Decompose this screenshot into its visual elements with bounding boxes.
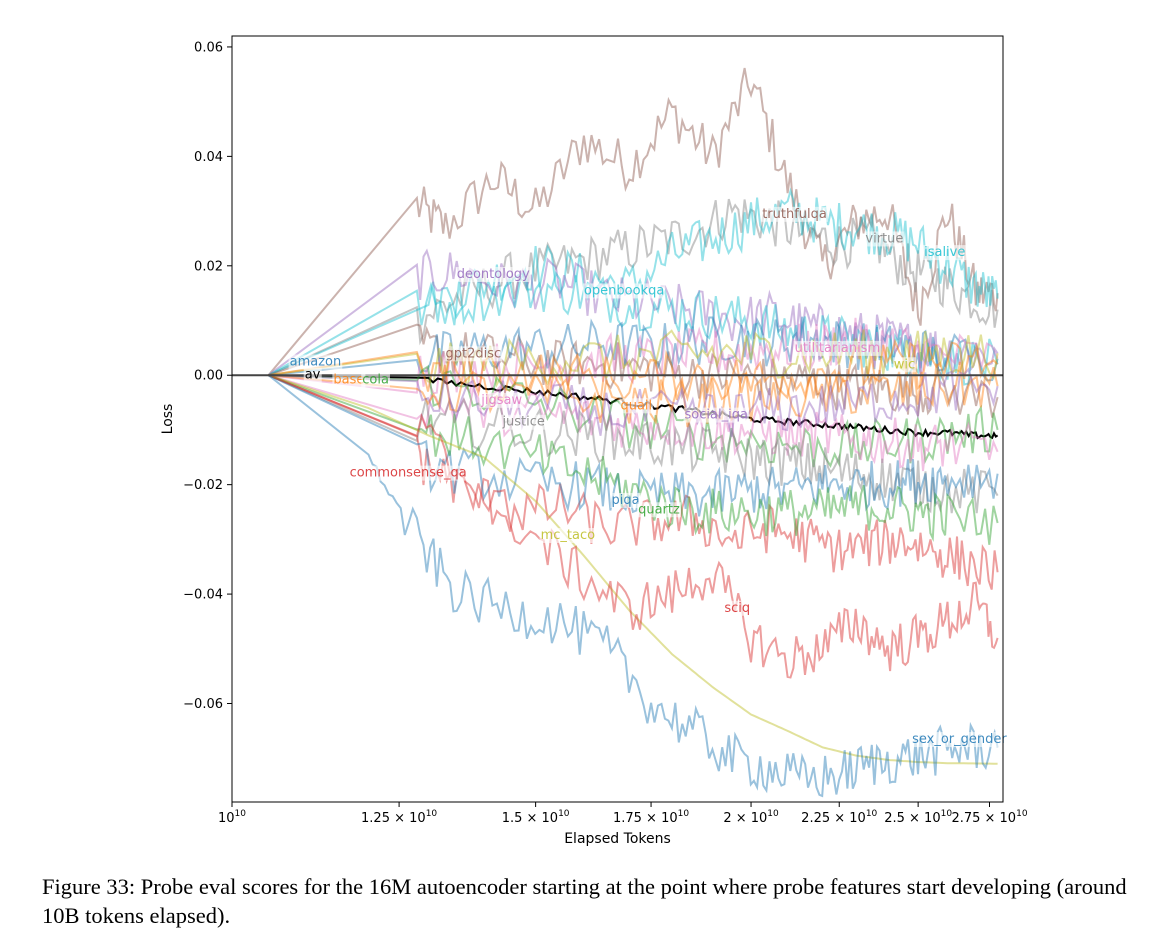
y-tick-label: 0.00 <box>194 369 223 384</box>
series-label-amazon: amazon <box>290 355 342 370</box>
series-label-quail: quail <box>620 398 652 413</box>
series-label-truthfulqa: truthfulqa <box>762 207 827 222</box>
series-label-mc-taco: mc_taco <box>541 528 596 543</box>
series-label-layer: truthfulqa virtue isalive deontology openboo… <box>288 206 1009 748</box>
series-label-bg <box>923 245 967 261</box>
y-axis-label: Loss <box>160 404 176 435</box>
x-tick-label: 2.25 × 1010 <box>801 809 877 826</box>
series-label-bg <box>610 492 641 508</box>
series-line-utilitarianism <box>268 317 999 395</box>
series-line-cola <box>268 364 999 468</box>
series-label-bg <box>500 414 546 430</box>
series-line-quartz <box>268 374 999 545</box>
series-label-isalive: isalive <box>924 245 965 260</box>
chart: truthfulqa virtue isalive deontology openboo… <box>160 35 1028 847</box>
series-label-bg <box>303 367 322 383</box>
series-line-piqa <box>268 374 999 517</box>
series-label-bg <box>911 732 1009 748</box>
series-layer <box>267 67 999 798</box>
series-label-bg <box>637 502 682 518</box>
figure-caption: Figure 33: Probe eval scores for the 16M… <box>42 874 1127 928</box>
series-label-base: base <box>333 373 364 388</box>
series-label-sciq: sciq <box>724 601 750 616</box>
x-tick-label: 1.25 × 1010 <box>361 809 437 826</box>
series-label-bg <box>619 398 654 414</box>
series-line-truthfulqa <box>267 67 999 376</box>
series-line-jigsaw <box>268 374 999 472</box>
series-line-sex-or-gender <box>267 374 999 798</box>
y-tick-label: 0.04 <box>194 150 223 165</box>
series-line-base <box>268 338 999 402</box>
y-tick-label: 0.06 <box>194 40 223 55</box>
series-label-bg <box>479 392 524 408</box>
series-label-social-iqa: social_iqa <box>685 408 748 423</box>
series-label-bg <box>761 206 828 222</box>
series-label-piqa: piqa <box>612 493 640 508</box>
series-label-virtue: virtue <box>865 231 903 246</box>
x-axis-label: Elapsed Tokens <box>564 831 671 847</box>
series-label-quartz: quartz <box>638 502 680 517</box>
series-label-utilitarianism: utilitarianism <box>795 341 880 356</box>
series-label-cola: cola <box>362 373 389 388</box>
series-label-bg <box>332 372 366 388</box>
x-tick-label: 1010 <box>218 809 246 826</box>
x-tick-label: 1.5 × 1010 <box>502 809 570 826</box>
series-line-commonsense-qa <box>268 374 999 590</box>
series-line-gpt2disc <box>268 323 999 418</box>
x-axis-ticks: 1010 1.25 × 1010 1.5 × 1010 1.75 × 1010 2 × … <box>218 802 1028 826</box>
series-label-bg <box>348 465 468 481</box>
series-label-bg <box>455 267 532 283</box>
series-label-openbookqa: openbookqa <box>584 283 664 298</box>
series-line-amazon <box>268 316 999 382</box>
y-tick-label: −0.04 <box>183 588 223 603</box>
plot-frame <box>231 35 1004 803</box>
series-label-bg <box>723 600 752 616</box>
series-line-justice <box>268 374 999 514</box>
x-tick-label: 2.75 × 1010 <box>951 809 1027 826</box>
x-tick-label: 2 × 1010 <box>723 809 779 826</box>
series-label-bg <box>864 231 905 247</box>
series-line-wic <box>268 329 999 390</box>
series-line-quail <box>268 361 999 428</box>
series-line-deontology <box>267 248 999 377</box>
series-label-sex-or-gender: sex_or_gender <box>912 732 1007 747</box>
y-tick-label: −0.06 <box>183 697 223 712</box>
x-tick-label: 2.5 × 1010 <box>884 809 952 826</box>
series-line-mc-taco <box>268 374 998 765</box>
series-label-bg <box>444 346 503 362</box>
series-line-virtue <box>268 198 999 377</box>
series-label-deontology: deontology <box>457 267 530 282</box>
y-tick-label: −0.02 <box>183 478 223 493</box>
series-label-bg <box>793 340 882 356</box>
series-label-bg <box>288 354 343 370</box>
series-label-justice: justice <box>501 415 544 430</box>
series-label-av: av <box>305 368 321 383</box>
series-label-gpt2disc: gpt2disc <box>446 346 502 361</box>
series-label-bg <box>582 283 666 299</box>
y-axis-ticks: 0.06 0.04 0.02 0.00 −0.02 −0.04 −0.06 <box>183 40 232 712</box>
series-label-wic: wic <box>894 357 915 372</box>
y-tick-label: 0.02 <box>194 259 223 274</box>
series-line-av <box>268 374 999 440</box>
series-label-bg <box>361 372 390 388</box>
series-label-bg <box>683 407 749 423</box>
series-label-bg <box>539 527 597 543</box>
x-tick-label: 1.75 × 1010 <box>613 809 689 826</box>
series-label-bg <box>892 357 917 373</box>
series-label-jigsaw: jigsaw <box>480 393 522 408</box>
series-label-commonsense-qa: commonsense_qa <box>350 466 467 481</box>
